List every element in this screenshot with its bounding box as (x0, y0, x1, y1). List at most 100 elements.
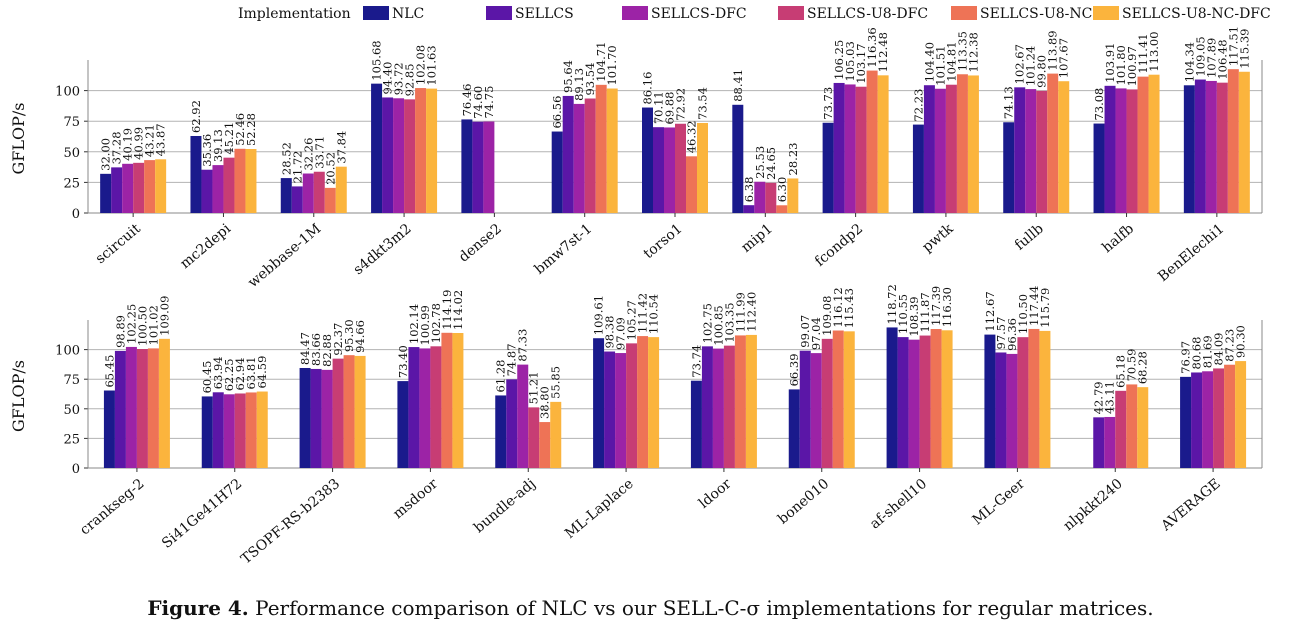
data-label-scircuit-sellcs-u8-dfc: 40.99 (132, 127, 146, 160)
data-label-fullb-sellcs-dfc: 101.24 (1024, 46, 1038, 86)
bar-bmw7st-1-nlc (551, 131, 563, 213)
data-label-s4dkt3m2-sellcs-u8-nc: 102.08 (414, 45, 428, 85)
data-label-bundle-adj-sellcs-u8-dfc: 51.21 (527, 371, 541, 404)
ytick-label-75: 75 (63, 115, 80, 130)
xtick-label-benelechi1: BenElechi1 (1155, 221, 1227, 285)
data-label-ldoor-sellcs-u8-nc: 111.99 (733, 292, 747, 332)
xtick-label-msdoor: msdoor (390, 476, 441, 523)
data-label-ml-laplace-sellcs-u8-nc: 111.42 (636, 293, 650, 333)
legend-swatch-sellcs-dfc (622, 6, 648, 20)
data-label-crankseg-2-nlc: 65.45 (102, 355, 116, 388)
bar-webbase-1m-nlc (280, 178, 292, 213)
data-label-halfb-sellcs-u8-dfc: 100.97 (1125, 46, 1139, 86)
data-label-average-nlc: 76.97 (1179, 341, 1193, 374)
data-label-tsopf-rs-b2383-sellcs: 83.66 (309, 333, 323, 366)
bar-scircuit-sellcs-u8-nc (144, 160, 156, 213)
bar-fullb-sellcs-u8-nc (1047, 73, 1059, 214)
data-label-bundle-adj-sellcs: 74.87 (505, 343, 519, 376)
bar-pwtk-sellcs-dfc (934, 88, 946, 213)
data-label-benelechi1-sellcs-u8-dfc: 106.48 (1215, 39, 1229, 79)
bar-nlpkkt240-sellcs-dfc (1104, 416, 1116, 468)
data-label-s4dkt3m2-sellcs: 94.40 (381, 62, 395, 95)
bar-fullb-sellcs-dfc (1025, 89, 1037, 213)
bar-nlpkkt240-sellcs-u8-nc (1126, 384, 1138, 468)
data-label-mc2depi-sellcs-u8-dfc: 45.21 (222, 122, 236, 155)
xtick-label-si41ge41h72: Si41Ge41H72 (159, 476, 245, 552)
data-label-bundle-adj-sellcs-u8-nc: 38.80 (538, 386, 552, 419)
ytick-label-0: 0 (72, 462, 80, 477)
data-label-mip1-sellcs-u8-dfc: 24.65 (764, 147, 778, 180)
data-label-nlpkkt240-sellcs-dfc: 43.11 (1103, 381, 1117, 414)
data-label-bmw7st-1-sellcs-dfc: 89.13 (572, 68, 586, 101)
data-label-webbase-1m-sellcs-u8-dfc: 33.71 (312, 136, 326, 169)
data-label-torso1-nlc: 86.16 (641, 72, 655, 105)
bar-si41ge41h72-sellcs-dfc (223, 394, 235, 468)
data-label-pwtk-sellcs-u8-nc-dfc: 112.38 (966, 32, 980, 72)
data-label-msdoor-sellcs-u8-nc: 114.19 (440, 290, 454, 330)
data-label-nlpkkt240-sellcs: 42.79 (1092, 381, 1106, 414)
data-label-fullb-sellcs-u8-nc-dfc: 107.67 (1057, 38, 1071, 78)
bar-ml-geer-sellcs-dfc (1006, 353, 1018, 468)
bar-crankseg-2-nlc (103, 390, 115, 468)
bar-bone010-sellcs-u8-nc-dfc (843, 331, 855, 468)
xtick-label-bone010: bone010 (775, 476, 832, 528)
ytick-label-25: 25 (63, 176, 80, 191)
data-label-tsopf-rs-b2383-sellcs-dfc: 82.88 (320, 334, 334, 367)
bar-s4dkt3m2-sellcs-dfc (393, 98, 405, 213)
xtick-label-bundle-adj: bundle-adj (471, 476, 539, 537)
bar-ml-laplace-sellcs-u8-nc-dfc (648, 337, 660, 468)
figure-caption-text: Performance comparison of NLC vs our SEL… (255, 596, 1154, 620)
data-label-halfb-nlc: 73.08 (1092, 88, 1106, 121)
bar-bundle-adj-nlc (495, 395, 507, 468)
data-label-mip1-sellcs-dfc: 25.53 (753, 146, 767, 179)
data-label-si41ge41h72-sellcs: 63.94 (211, 356, 225, 389)
bar-fcondp2-sellcs-u8-nc-dfc (877, 75, 889, 213)
legend-label-nlc: NLC (392, 6, 424, 22)
data-label-average-sellcs-dfc: 81.69 (1201, 335, 1215, 368)
bar-pwtk-nlc (912, 124, 924, 213)
chart-legend: Implementation NLC SELLCS SELLCS-DFC SELLCS-… (238, 6, 1271, 22)
bar-mip1-sellcs-u8-nc (776, 205, 788, 213)
xtick-label-tsopf-rs-b2383: TSOPF-RS-b2383 (238, 476, 343, 568)
bar-nlpkkt240-sellcs-u8-dfc (1115, 390, 1127, 468)
bar-crankseg-2-sellcs-u8-dfc (136, 349, 148, 468)
data-label-average-sellcs: 80.68 (1190, 337, 1204, 370)
data-label-benelechi1-sellcs-u8-nc: 117.51 (1226, 26, 1240, 66)
data-label-bone010-sellcs: 99.07 (798, 315, 812, 348)
bar-mc2depi-sellcs-dfc (212, 165, 224, 213)
bar-msdoor-sellcs-u8-dfc (430, 346, 442, 468)
xtick-label-dense2: dense2 (456, 221, 505, 266)
bar-benelechi1-sellcs-dfc (1205, 80, 1217, 213)
data-label-af-shell10-nlc: 118.72 (885, 284, 899, 324)
bar-benelechi1-sellcs-u8-nc-dfc (1238, 71, 1250, 214)
bar-bone010-sellcs-u8-dfc (821, 338, 833, 468)
bar-halfb-sellcs-dfc (1115, 88, 1127, 213)
bar-pwtk-sellcs (923, 85, 935, 213)
data-label-halfb-sellcs-dfc: 101.80 (1114, 45, 1128, 85)
data-label-ml-laplace-sellcs-u8-nc-dfc: 110.54 (647, 294, 661, 334)
data-label-ldoor-sellcs: 102.75 (700, 303, 714, 343)
data-label-ml-laplace-sellcs: 98.38 (603, 316, 617, 349)
bar-fcondp2-sellcs-u8-dfc (855, 86, 867, 213)
xtick-label-crankseg-2: crankseg-2 (77, 476, 147, 539)
xtick-label-ml-laplace: ML-Laplace (562, 476, 637, 542)
legend-label-sellcs-u8-dfc: SELLCS-U8-DFC (807, 6, 928, 22)
bar-webbase-1m-sellcs-u8-dfc (313, 171, 325, 213)
data-label-bmw7st-1-sellcs-u8-nc: 104.71 (594, 42, 608, 82)
bar-halfb-sellcs (1104, 85, 1116, 213)
data-label-ml-laplace-nlc: 109.61 (592, 295, 606, 335)
xtick-label-scircuit: scircuit (93, 221, 144, 268)
bar-average-sellcs-u8-dfc (1213, 368, 1225, 468)
data-label-si41ge41h72-sellcs-u8-nc-dfc: 64.59 (255, 356, 269, 389)
bar-dense2-nlc (461, 119, 473, 213)
data-label-crankseg-2-sellcs-u8-nc-dfc: 109.09 (157, 296, 171, 336)
